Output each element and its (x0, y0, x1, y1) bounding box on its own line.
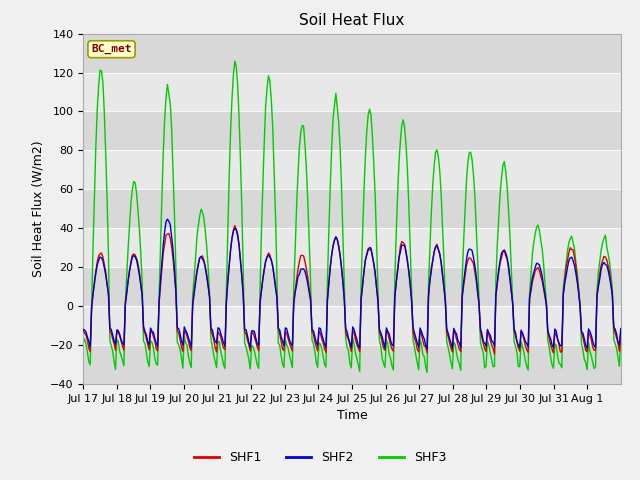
Bar (83, 345, 621, 384)
Line: SHF2: SHF2 (83, 219, 621, 349)
SHF1 (115, 330, 122, 336)
SHF3 (465, 150, 473, 156)
SHF1 (491, 351, 499, 357)
SHF3 (231, 58, 239, 64)
SHF3 (79, 340, 87, 346)
SHF1 (79, 327, 87, 333)
Bar (83, 189, 621, 228)
Bar (83, 267, 621, 306)
Bar (83, 228, 621, 267)
SHF3 (545, 344, 553, 350)
SHF3 (423, 370, 431, 375)
SHF2 (465, 246, 473, 252)
SHF2 (616, 342, 623, 348)
Bar (83, 150, 621, 189)
SHF3 (357, 279, 365, 285)
SHF1 (616, 348, 623, 354)
Bar (83, 306, 621, 345)
Line: SHF3: SHF3 (83, 61, 621, 372)
Legend: SHF1, SHF2, SHF3: SHF1, SHF2, SHF3 (189, 446, 451, 469)
SHF3 (98, 68, 106, 74)
SHF2 (79, 326, 87, 332)
Bar (83, 34, 621, 72)
SHF1 (98, 250, 106, 256)
SHF3 (617, 336, 625, 341)
SHF3 (616, 363, 623, 369)
SHF2 (98, 255, 106, 261)
SHF3 (115, 339, 122, 345)
Bar (83, 111, 621, 150)
Y-axis label: Soil Heat Flux (W/m2): Soil Heat Flux (W/m2) (31, 141, 44, 277)
SHF2 (423, 346, 431, 352)
SHF1 (617, 329, 625, 335)
Title: Soil Heat Flux: Soil Heat Flux (300, 13, 404, 28)
SHF1 (357, 296, 365, 302)
SHF1 (545, 335, 553, 341)
SHF2 (115, 328, 122, 334)
SHF2 (617, 325, 625, 331)
Text: BC_met: BC_met (92, 44, 132, 54)
SHF2 (545, 333, 553, 338)
Bar (83, 72, 621, 111)
SHF1 (464, 257, 472, 263)
SHF2 (357, 296, 365, 302)
Line: SHF1: SHF1 (83, 226, 621, 354)
X-axis label: Time: Time (337, 409, 367, 422)
SHF2 (164, 216, 172, 222)
SHF1 (231, 223, 239, 228)
